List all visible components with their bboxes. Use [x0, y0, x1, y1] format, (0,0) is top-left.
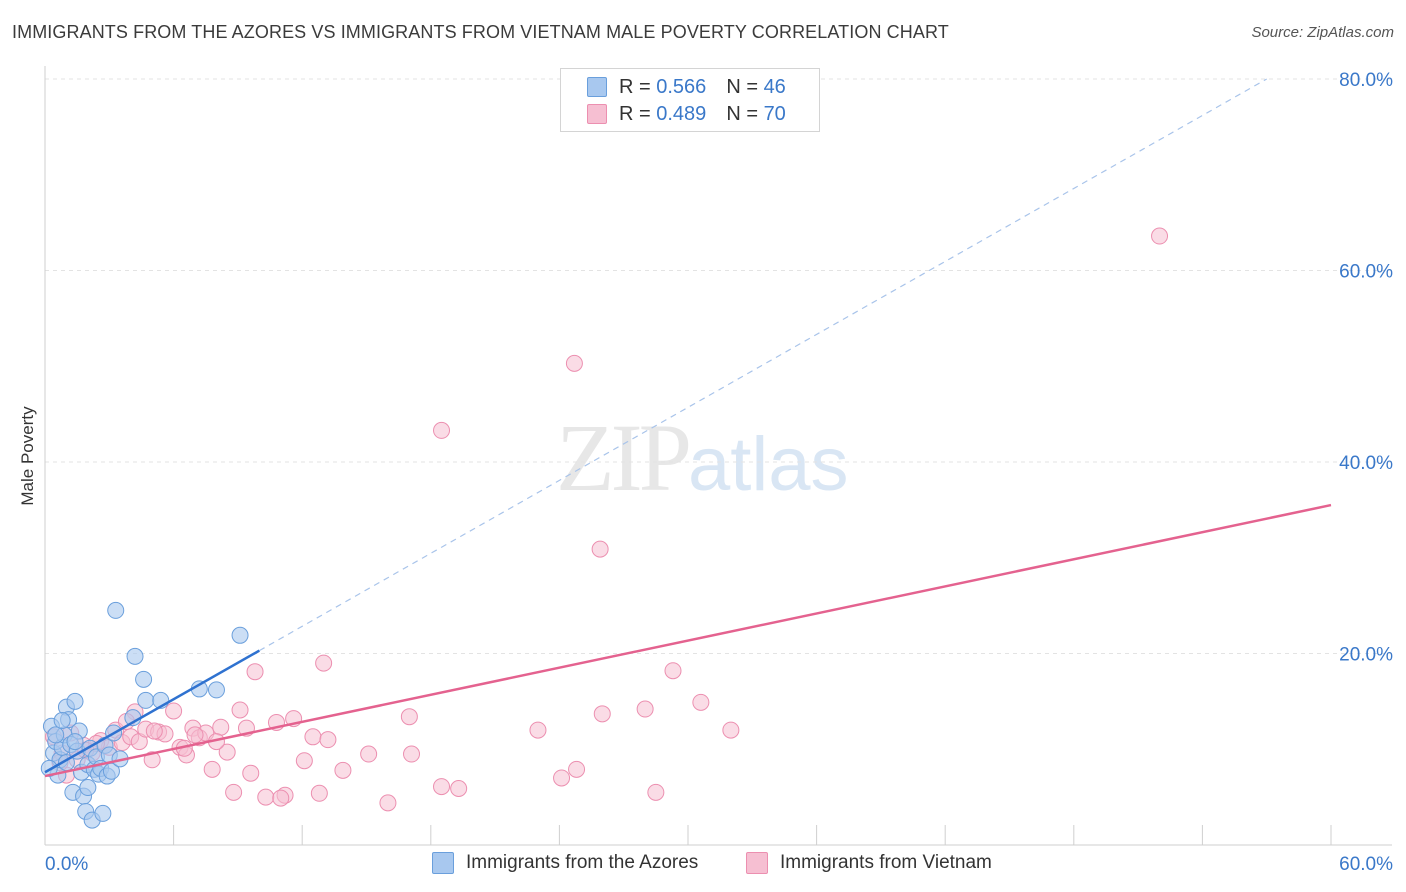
- vietnam-point: [203, 760, 221, 778]
- azores-point: [79, 779, 97, 797]
- vietnam-point: [242, 764, 260, 782]
- vietnam-n-value: 70: [763, 102, 786, 125]
- watermark-zip: ZIP: [556, 404, 692, 511]
- x-tick-label-max: 60.0%: [1339, 854, 1393, 875]
- vietnam-point: [360, 745, 378, 763]
- azores-point: [107, 601, 125, 619]
- azores-point: [47, 726, 65, 744]
- vietnam-swatch: [587, 104, 607, 124]
- vietnam-point: [246, 663, 264, 681]
- vietnam-trend-line: [44, 503, 1332, 778]
- vietnam-legend-swatch: [746, 852, 768, 874]
- azores-trend-extension: [259, 78, 1267, 652]
- x-tick-label-min: 0.0%: [45, 854, 88, 875]
- azores-r-value: 0.566: [656, 75, 707, 98]
- legend-row-vietnam: R = 0.489 N = 70: [587, 102, 786, 126]
- n-label: N =: [726, 75, 758, 98]
- y-tick-label: 20.0%: [1339, 645, 1393, 666]
- y-tick-label: 40.0%: [1339, 453, 1393, 474]
- vietnam-point: [212, 718, 230, 736]
- vietnam-point: [257, 788, 275, 806]
- watermark: ZIPatlas: [556, 402, 849, 513]
- r-label: R =: [619, 102, 651, 125]
- y-tick-label: 80.0%: [1339, 70, 1393, 91]
- vietnam-point: [647, 783, 665, 801]
- vietnam-point: [692, 693, 710, 711]
- vietnam-point: [145, 722, 163, 740]
- vietnam-point: [593, 705, 611, 723]
- watermark-atlas: atlas: [688, 422, 849, 507]
- y-axis-label: Male Poverty: [18, 406, 37, 506]
- vietnam-point: [304, 728, 322, 746]
- bottom-legend-vietnam: Immigrants from Vietnam: [746, 852, 992, 874]
- azores-legend-swatch: [432, 852, 454, 874]
- azores-point: [207, 681, 225, 699]
- azores-point: [126, 647, 144, 665]
- stats-legend: R = 0.566 N = 46 R = 0.489 N = 70: [560, 68, 820, 132]
- vietnam-legend-label: Immigrants from Vietnam: [780, 852, 992, 873]
- vietnam-point: [334, 761, 352, 779]
- vietnam-point: [295, 752, 313, 770]
- azores-legend-label: Immigrants from the Azores: [466, 852, 699, 873]
- vietnam-r-value: 0.489: [656, 102, 707, 125]
- y-tick-label: 60.0%: [1339, 262, 1393, 283]
- azores-swatch: [587, 77, 607, 97]
- vietnam-point: [165, 702, 183, 720]
- vietnam-point: [636, 700, 654, 718]
- legend-row-azores: R = 0.566 N = 46: [587, 75, 786, 99]
- vietnam-point: [450, 780, 468, 798]
- azores-point: [66, 733, 84, 751]
- azores-point: [231, 626, 249, 644]
- source-credit: Source: ZipAtlas.com: [1251, 24, 1394, 41]
- azores-point: [66, 692, 84, 710]
- chart-title: IMMIGRANTS FROM THE AZORES VS IMMIGRANTS…: [12, 22, 949, 42]
- vietnam-point: [319, 731, 337, 749]
- azores-point: [53, 712, 71, 730]
- vietnam-point: [403, 745, 421, 763]
- vietnam-point: [143, 751, 161, 769]
- vietnam-point: [225, 783, 243, 801]
- azores-n-value: 46: [763, 75, 786, 98]
- vietnam-point: [231, 701, 249, 719]
- vietnam-point: [272, 789, 290, 807]
- azores-point: [94, 804, 112, 822]
- vietnam-point: [400, 708, 418, 726]
- bottom-legend-azores: Immigrants from the Azores: [432, 852, 698, 874]
- r-label: R =: [619, 75, 651, 98]
- azores-point: [135, 670, 153, 688]
- vietnam-point: [186, 726, 204, 744]
- vietnam-point: [553, 769, 571, 787]
- vietnam-point: [722, 721, 740, 739]
- azores-trend-line: [44, 649, 260, 774]
- vietnam-point: [218, 743, 236, 761]
- vietnam-point: [565, 354, 583, 372]
- vietnam-point: [315, 654, 333, 672]
- vietnam-point: [591, 540, 609, 558]
- vietnam-point: [433, 421, 451, 439]
- n-label: N =: [726, 102, 758, 125]
- vietnam-point: [379, 794, 397, 812]
- azores-point: [137, 691, 155, 709]
- vietnam-point: [1151, 227, 1169, 245]
- vietnam-point: [433, 778, 451, 796]
- vietnam-point: [529, 721, 547, 739]
- vietnam-point: [664, 662, 682, 680]
- vietnam-point: [310, 784, 328, 802]
- vietnam-point: [568, 760, 586, 778]
